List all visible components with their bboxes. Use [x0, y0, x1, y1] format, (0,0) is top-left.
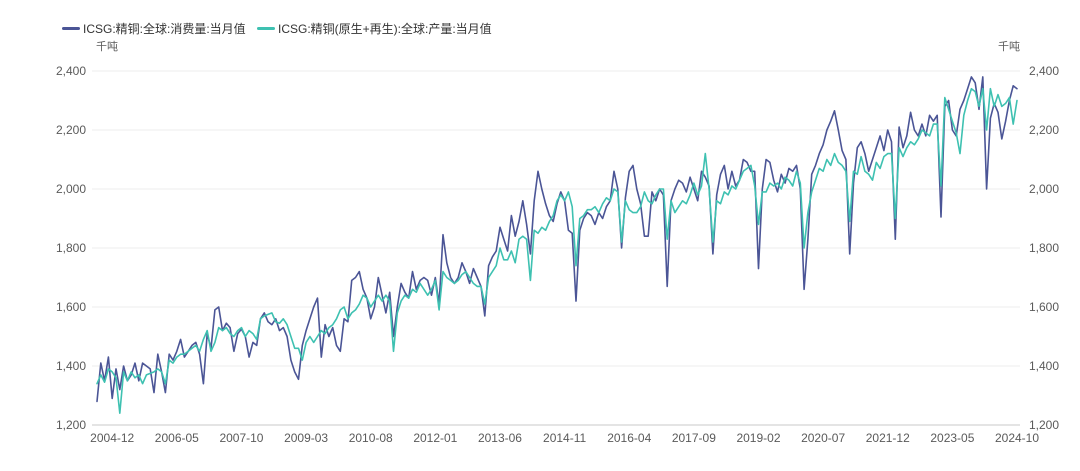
y-tick-label-left: 1,400: [56, 359, 86, 373]
x-tick-label: 2006-05: [155, 431, 199, 445]
series-layer: [96, 76, 1018, 414]
x-tick-label: 2016-04: [607, 431, 651, 445]
legend-label-production: ICSG:精铜(原生+再生):全球:产量:当月值: [278, 21, 492, 36]
x-tick-label: 2020-07: [801, 431, 845, 445]
y-tick-label-right: 2,400: [1029, 64, 1059, 78]
y-tick-label-right: 1,400: [1029, 359, 1059, 373]
legend-item-consumption[interactable]: ICSG:精铜:全球:消费量:当月值: [62, 20, 246, 36]
x-tick-label: 2013-06: [478, 431, 522, 445]
right-axis-unit: 千吨: [998, 40, 1020, 53]
x-tick-label: 2017-09: [672, 431, 716, 445]
y-tick-label-right: 2,000: [1029, 182, 1059, 196]
x-tick-label: 2021-12: [866, 431, 910, 445]
series-line-production: [96, 87, 1018, 414]
x-tick-label: 2012-01: [413, 431, 457, 445]
y-tick-label-left: 1,200: [56, 418, 86, 432]
x-tick-label: 2023-05: [930, 431, 974, 445]
y-tick-label-left: 2,000: [56, 182, 86, 196]
y-tick-label-left: 1,600: [56, 300, 86, 314]
x-tick-label: 2019-02: [736, 431, 780, 445]
y-tick-label-left: 2,400: [56, 64, 86, 78]
y-tick-label-right: 1,800: [1029, 241, 1059, 255]
x-tick-label: 2024-10: [995, 431, 1039, 445]
legend-item-production[interactable]: ICSG:精铜(原生+再生):全球:产量:当月值: [257, 20, 492, 36]
y-tick-label-right: 1,200: [1029, 418, 1059, 432]
y-tick-label-left: 1,800: [56, 241, 86, 255]
y-tick-label-right: 1,600: [1029, 300, 1059, 314]
x-tick-label: 2009-03: [284, 431, 328, 445]
left-axis-unit: 千吨: [96, 40, 118, 53]
y-tick-label-right: 2,200: [1029, 123, 1059, 137]
legend-line-icon: [257, 26, 275, 30]
x-tick-label: 2010-08: [349, 431, 393, 445]
legend-label-consumption: ICSG:精铜:全球:消费量:当月值: [83, 21, 246, 36]
x-tick-label: 2004-12: [90, 431, 134, 445]
x-tick-label: 2007-10: [219, 431, 263, 445]
grid-layer: [92, 70, 1020, 426]
series-line-consumption: [96, 76, 1018, 403]
y-tick-label-left: 2,200: [56, 123, 86, 137]
x-tick-label: 2014-11: [543, 431, 586, 445]
axis-layer: 千吨 千吨 1,200 1,400 1,600 1,800 2,000 2,200 2,40…: [56, 40, 1059, 445]
legend-line-icon: [62, 26, 80, 30]
